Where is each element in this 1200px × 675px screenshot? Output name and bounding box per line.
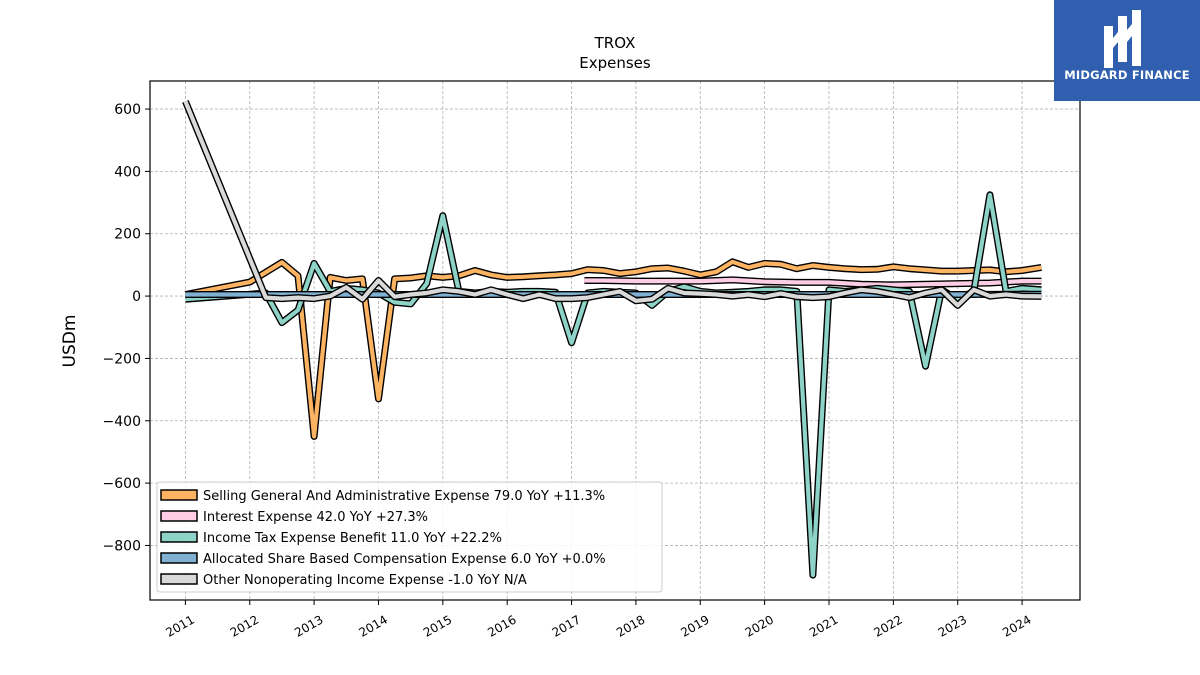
legend-box bbox=[156, 481, 663, 593]
y-tick-label: −400 bbox=[103, 414, 141, 430]
legend-swatch bbox=[160, 489, 198, 501]
legend-label: Allocated Share Based Compensation Expen… bbox=[203, 552, 606, 567]
x-tick-label: 2011 bbox=[163, 612, 196, 639]
x-tick-label: 2023 bbox=[936, 612, 969, 639]
plot-frame bbox=[149, 80, 1081, 601]
x-tick-label: 2021 bbox=[807, 612, 840, 639]
y-tick-label: 200 bbox=[114, 227, 141, 243]
x-tick-label: 2015 bbox=[421, 612, 454, 639]
x-tick-label: 2018 bbox=[614, 612, 647, 639]
brand-logo: MIDGARD FINANCE bbox=[1054, 0, 1200, 101]
brand-name: MIDGARD FINANCE bbox=[1064, 68, 1190, 82]
x-tick-label: 2017 bbox=[550, 612, 583, 639]
y-tick-label: −600 bbox=[103, 476, 141, 492]
x-tick-label: 2020 bbox=[743, 612, 776, 639]
y-tick-label: −200 bbox=[103, 351, 141, 367]
y-tick-label: 600 bbox=[114, 102, 141, 118]
brand-mark-icon bbox=[1104, 10, 1141, 68]
y-tick-label: 400 bbox=[114, 164, 141, 180]
y-tick-label: 0 bbox=[132, 289, 141, 305]
legend-label: Interest Expense 42.0 YoY +27.3% bbox=[203, 510, 428, 525]
series-0-line bbox=[185, 259, 1042, 439]
legend-swatch bbox=[160, 573, 198, 585]
legend: Selling General And Administrative Expen… bbox=[156, 481, 663, 593]
legend-label: Other Nonoperating Income Expense -1.0 Y… bbox=[203, 573, 527, 588]
series-4-line bbox=[183, 100, 1042, 308]
y-axis-label: USDm bbox=[60, 315, 80, 368]
x-tick-label: 2016 bbox=[485, 612, 518, 639]
chart-subtitle: Expenses bbox=[579, 54, 651, 72]
legend-swatch bbox=[160, 552, 198, 564]
x-tick-label: 2022 bbox=[871, 612, 904, 639]
x-tick-label: 2012 bbox=[228, 612, 261, 639]
x-tick-label: 2024 bbox=[1000, 612, 1033, 639]
chart-title: TROX bbox=[594, 34, 636, 52]
series-layer bbox=[182, 99, 1042, 579]
x-tick-label: 2019 bbox=[678, 612, 711, 639]
legend-swatch bbox=[160, 531, 198, 543]
y-tick-label: −800 bbox=[103, 538, 141, 554]
x-tick-label: 2014 bbox=[357, 612, 390, 639]
x-tick-label: 2013 bbox=[292, 612, 325, 639]
legend-swatch bbox=[160, 510, 198, 522]
legend-label: Selling General And Administrative Expen… bbox=[203, 489, 605, 504]
legend-label: Income Tax Expense Benefit 11.0 YoY +22.… bbox=[203, 531, 502, 546]
